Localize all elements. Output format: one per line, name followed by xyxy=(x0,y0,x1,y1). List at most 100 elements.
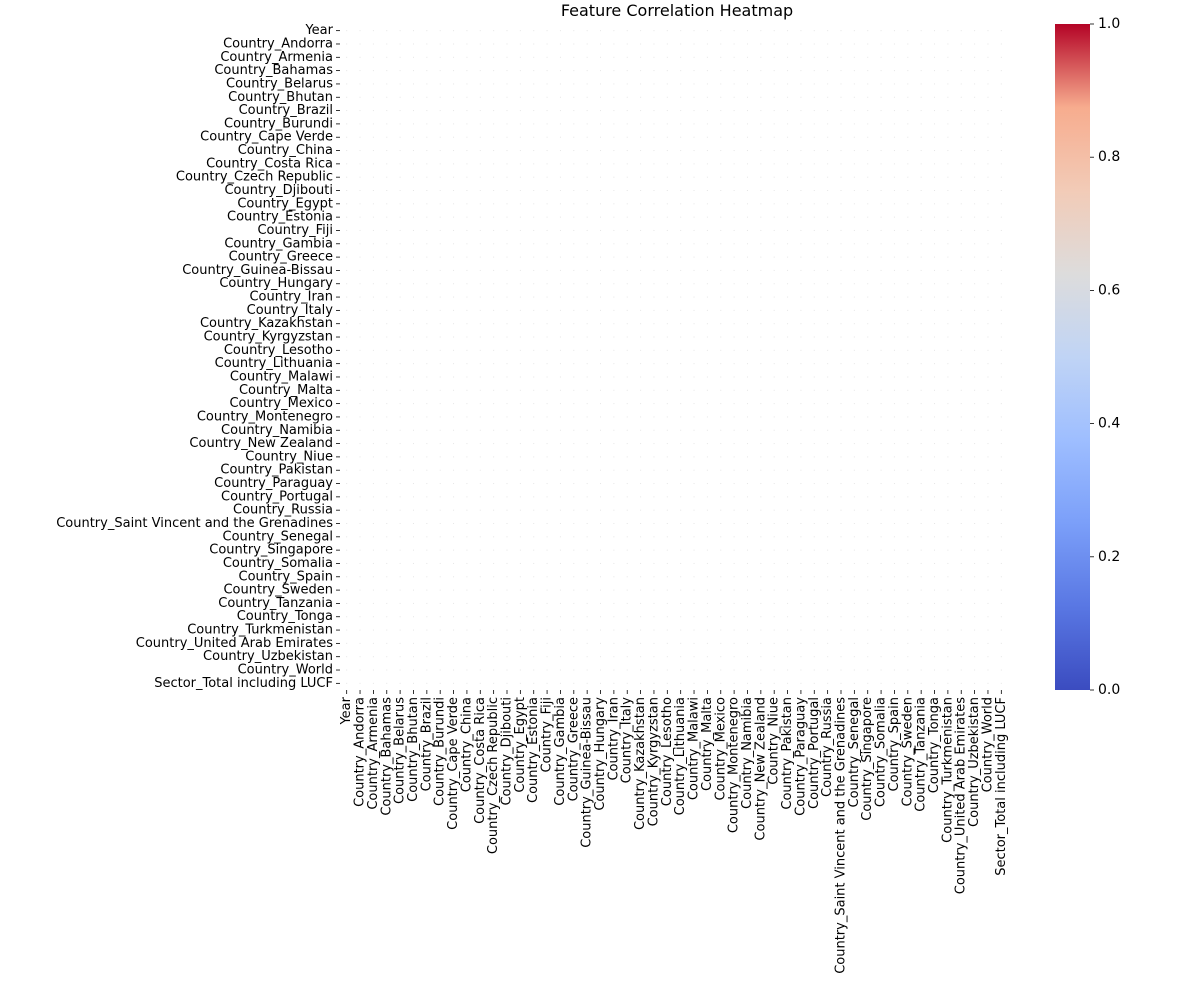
heatmap-cell xyxy=(666,469,668,471)
heatmap-cell xyxy=(399,416,401,418)
heatmap-cell xyxy=(546,642,548,644)
heatmap-cell xyxy=(439,509,441,511)
heatmap-cell xyxy=(746,642,748,644)
heatmap-cell xyxy=(439,216,441,218)
heatmap-cell xyxy=(867,616,869,618)
heatmap-cell xyxy=(974,656,976,658)
heatmap-cell xyxy=(653,336,655,338)
heatmap-cell xyxy=(974,509,976,511)
heatmap-cell xyxy=(920,509,922,511)
heatmap-cell xyxy=(359,216,361,218)
heatmap-cell xyxy=(359,309,361,311)
heatmap-cell xyxy=(439,136,441,138)
heatmap-cell xyxy=(453,123,455,125)
heatmap-cell xyxy=(640,269,642,271)
heatmap-cell xyxy=(934,256,936,258)
heatmap-cell xyxy=(506,323,508,325)
heatmap-cell xyxy=(506,389,508,391)
heatmap-cell xyxy=(760,323,762,325)
heatmap-cell xyxy=(706,323,708,325)
heatmap-cell xyxy=(987,483,989,485)
heatmap-cell xyxy=(439,536,441,538)
heatmap-cell xyxy=(666,203,668,205)
heatmap-cell xyxy=(853,456,855,458)
heatmap-cell xyxy=(760,30,762,32)
heatmap-cell xyxy=(412,110,414,112)
heatmap-cell xyxy=(372,83,374,85)
heatmap-cell xyxy=(693,203,695,205)
heatmap-cell xyxy=(640,416,642,418)
heatmap-cell xyxy=(974,163,976,165)
heatmap-cell xyxy=(853,150,855,152)
heatmap-cell xyxy=(947,229,949,231)
heatmap-cell xyxy=(680,136,682,138)
heatmap-cell xyxy=(853,602,855,604)
heatmap-cell xyxy=(773,256,775,258)
heatmap-cell xyxy=(720,190,722,191)
heatmap-cell xyxy=(493,416,495,418)
heatmap-cell xyxy=(506,203,508,205)
heatmap-cell xyxy=(1000,96,1002,98)
heatmap-cell xyxy=(359,549,361,551)
heatmap-cell xyxy=(399,96,401,98)
heatmap-cell xyxy=(626,389,628,391)
heatmap-cell xyxy=(680,190,682,191)
heatmap-cell xyxy=(519,176,521,178)
heatmap-cell xyxy=(493,363,495,365)
heatmap-cell xyxy=(533,656,535,658)
heatmap-cell xyxy=(706,682,708,684)
heatmap-cell xyxy=(493,523,495,524)
heatmap-cell xyxy=(559,496,561,498)
heatmap-cell xyxy=(880,549,882,551)
heatmap-cell xyxy=(746,176,748,178)
heatmap-cell xyxy=(359,602,361,604)
heatmap-cell xyxy=(346,549,348,551)
heatmap-cell xyxy=(559,43,561,45)
heatmap-cell xyxy=(386,403,388,405)
heatmap-cell xyxy=(466,349,468,351)
heatmap-cell xyxy=(787,469,789,471)
heatmap-cell xyxy=(960,283,962,285)
heatmap-cell xyxy=(533,190,535,191)
heatmap-cell xyxy=(359,429,361,431)
heatmap-cell xyxy=(546,296,548,298)
heatmap-cell xyxy=(827,43,829,45)
heatmap-cell xyxy=(773,629,775,631)
heatmap-cell xyxy=(372,163,374,165)
heatmap-cell xyxy=(559,376,561,378)
heatmap-cell xyxy=(680,509,682,511)
heatmap-cell xyxy=(787,376,789,378)
heatmap-cell xyxy=(893,163,895,165)
heatmap-cell xyxy=(934,669,936,671)
heatmap-cell xyxy=(466,203,468,205)
heatmap-cell xyxy=(800,682,802,684)
heatmap-cell xyxy=(746,616,748,618)
heatmap-cell xyxy=(867,323,869,325)
heatmap-cell xyxy=(947,429,949,431)
y-tick-label: Country_Namibia xyxy=(221,423,333,438)
heatmap-cell xyxy=(653,523,655,524)
heatmap-cell xyxy=(386,136,388,138)
heatmap-cell xyxy=(974,70,976,72)
heatmap-cell xyxy=(934,403,936,405)
heatmap-cell xyxy=(412,30,414,32)
heatmap-cell xyxy=(920,469,922,471)
heatmap-cell xyxy=(426,642,428,644)
heatmap-cell xyxy=(466,163,468,165)
heatmap-cell xyxy=(934,70,936,72)
heatmap-cell xyxy=(920,216,922,218)
heatmap-cell xyxy=(359,416,361,418)
heatmap-cell xyxy=(666,323,668,325)
heatmap-cell xyxy=(426,83,428,85)
heatmap-cell xyxy=(960,70,962,72)
heatmap-cell xyxy=(559,429,561,431)
heatmap-cell xyxy=(666,429,668,431)
heatmap-cell xyxy=(559,483,561,485)
heatmap-cell xyxy=(519,656,521,658)
heatmap-cell xyxy=(626,403,628,405)
heatmap-cell xyxy=(493,30,495,32)
heatmap-cell xyxy=(800,229,802,231)
heatmap-cell xyxy=(733,469,735,471)
heatmap-cell xyxy=(546,96,548,98)
heatmap-cell xyxy=(813,616,815,618)
